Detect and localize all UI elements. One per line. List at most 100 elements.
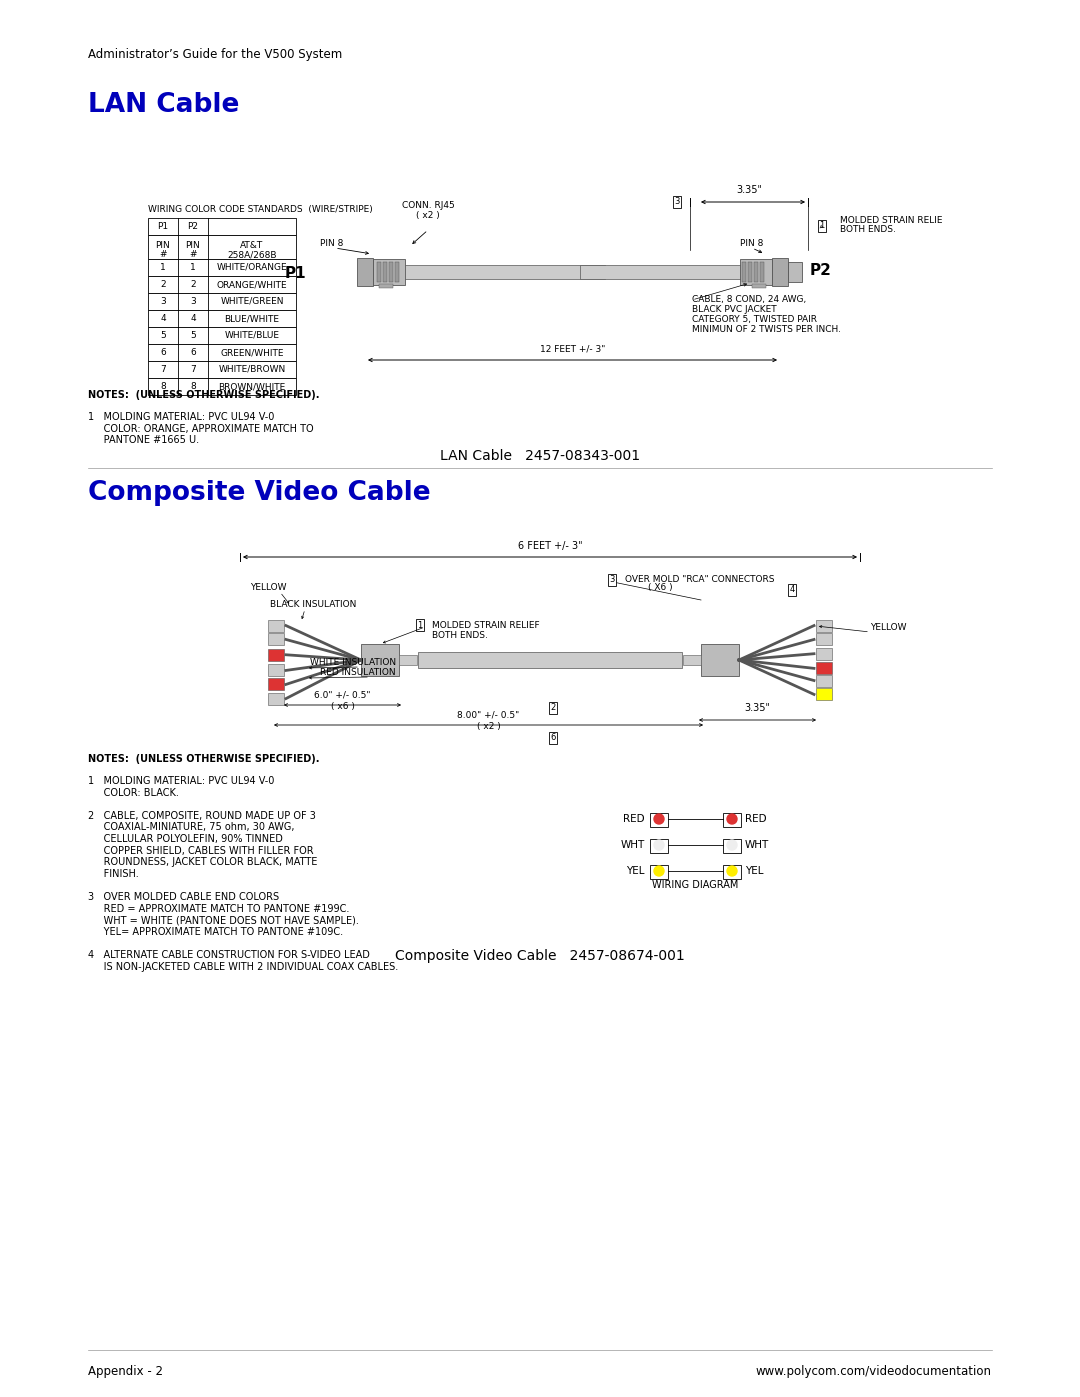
Bar — [148, 379, 296, 395]
Text: WHT: WHT — [621, 840, 645, 849]
Text: ( X6 ): ( X6 ) — [648, 583, 673, 592]
Bar — [418, 652, 681, 668]
Circle shape — [727, 840, 737, 849]
Text: Appendix - 2: Appendix - 2 — [87, 1365, 163, 1377]
Text: BLACK INSULATION: BLACK INSULATION — [270, 599, 356, 609]
Text: 2: 2 — [160, 279, 166, 289]
Bar — [268, 679, 284, 690]
Text: WHITE INSULATION: WHITE INSULATION — [310, 658, 396, 666]
Text: NOTES:  (UNLESS OTHERWISE SPECIFIED).: NOTES: (UNLESS OTHERWISE SPECIFIED). — [87, 754, 320, 764]
Text: WHITE/GREEN: WHITE/GREEN — [220, 298, 284, 306]
Text: WHITE/ORANGE: WHITE/ORANGE — [217, 263, 287, 272]
Text: 5: 5 — [190, 331, 195, 339]
Text: CONN. RJ45
( x2 ): CONN. RJ45 ( x2 ) — [402, 201, 455, 219]
Bar — [650, 865, 669, 879]
Bar — [395, 263, 399, 282]
Bar — [683, 655, 701, 665]
Bar — [148, 293, 296, 310]
Text: 4: 4 — [160, 314, 166, 323]
Bar — [383, 263, 387, 282]
Text: 4: 4 — [789, 585, 795, 595]
Text: MINIMUN OF 2 TWISTS PER INCH.: MINIMUN OF 2 TWISTS PER INCH. — [692, 326, 841, 334]
Bar — [148, 327, 296, 344]
Text: 6: 6 — [160, 348, 166, 358]
Bar — [723, 840, 741, 854]
Bar — [361, 644, 399, 676]
Text: 3.35": 3.35" — [735, 184, 762, 196]
Text: LAN Cable: LAN Cable — [87, 92, 240, 117]
Bar — [788, 263, 802, 282]
Bar — [389, 263, 393, 282]
Text: 1: 1 — [190, 263, 195, 272]
Text: GREEN/WHITE: GREEN/WHITE — [220, 348, 284, 358]
Text: MOLDED STRAIN RELIEF: MOLDED STRAIN RELIEF — [432, 620, 540, 630]
Bar — [357, 258, 373, 286]
Text: BLACK PVC JACKET: BLACK PVC JACKET — [692, 305, 777, 314]
Text: PIN 8: PIN 8 — [320, 239, 343, 249]
Text: RED: RED — [745, 814, 767, 824]
Text: 7: 7 — [160, 365, 166, 374]
Text: 5: 5 — [160, 331, 166, 339]
Text: P2: P2 — [188, 222, 199, 231]
Bar — [748, 263, 752, 282]
Bar — [148, 310, 296, 327]
Bar — [148, 360, 296, 379]
Text: ( x6 ): ( x6 ) — [330, 703, 354, 711]
Text: WIRING COLOR CODE STANDARDS  (WIRE/STRIPE): WIRING COLOR CODE STANDARDS (WIRE/STRIPE… — [148, 205, 373, 214]
Text: CABLE, 8 COND, 24 AWG,: CABLE, 8 COND, 24 AWG, — [692, 295, 807, 305]
Text: PIN
#: PIN # — [156, 240, 171, 260]
Text: NOTES:  (UNLESS OTHERWISE SPECIFIED).: NOTES: (UNLESS OTHERWISE SPECIFIED). — [87, 390, 320, 400]
Circle shape — [727, 814, 737, 824]
Text: YEL: YEL — [626, 866, 645, 876]
Bar — [580, 265, 780, 279]
Text: 1: 1 — [820, 222, 825, 231]
Bar — [379, 284, 393, 288]
Text: YEL: YEL — [745, 866, 764, 876]
Text: RED INSULATION: RED INSULATION — [320, 668, 395, 678]
Bar — [377, 263, 381, 282]
Text: 12 FEET +/- 3": 12 FEET +/- 3" — [540, 345, 605, 353]
Bar — [148, 277, 296, 293]
Text: 8: 8 — [160, 381, 166, 391]
Text: 8.00" +/- 0.5": 8.00" +/- 0.5" — [457, 710, 519, 719]
Bar — [650, 840, 669, 854]
Text: YELLOW: YELLOW — [870, 623, 906, 631]
Bar — [701, 644, 739, 676]
Text: ORANGE/WHITE: ORANGE/WHITE — [217, 279, 287, 289]
Text: 7: 7 — [190, 365, 195, 374]
Bar — [268, 633, 284, 645]
Bar — [268, 693, 284, 704]
Text: Administrator’s Guide for the V500 System: Administrator’s Guide for the V500 Syste… — [87, 47, 342, 61]
Text: CATEGORY 5, TWISTED PAIR: CATEGORY 5, TWISTED PAIR — [692, 314, 816, 324]
Text: 6 FEET +/- 3": 6 FEET +/- 3" — [517, 541, 582, 550]
Bar — [405, 265, 605, 279]
Bar — [268, 620, 284, 631]
Text: YELLOW: YELLOW — [249, 583, 286, 592]
Text: PIN
#: PIN # — [186, 240, 201, 260]
Bar — [148, 218, 296, 235]
Bar — [816, 689, 832, 700]
Text: PIN 8: PIN 8 — [740, 239, 764, 249]
Bar — [740, 258, 772, 285]
Text: www.polycom.com/videodocumentation: www.polycom.com/videodocumentation — [756, 1365, 993, 1377]
Bar — [754, 263, 758, 282]
Bar — [399, 655, 417, 665]
Text: 6: 6 — [190, 348, 195, 358]
Bar — [772, 258, 788, 286]
Text: RED: RED — [623, 814, 645, 824]
Text: 1: 1 — [160, 263, 166, 272]
Text: 6: 6 — [551, 733, 556, 742]
Text: 1   MOLDING MATERIAL: PVC UL94 V-0
     COLOR: ORANGE, APPROXIMATE MATCH TO
    : 1 MOLDING MATERIAL: PVC UL94 V-0 COLOR: … — [87, 412, 313, 446]
Bar — [373, 258, 405, 285]
Bar — [816, 662, 832, 675]
Text: LAN Cable   2457-08343-001: LAN Cable 2457-08343-001 — [440, 448, 640, 462]
Circle shape — [654, 840, 664, 849]
Text: BROWN/WHITE: BROWN/WHITE — [218, 381, 285, 391]
Text: BLUE/WHITE: BLUE/WHITE — [225, 314, 280, 323]
Text: 1: 1 — [417, 620, 422, 630]
Text: 3: 3 — [190, 298, 195, 306]
Text: 8: 8 — [190, 381, 195, 391]
Text: BOTH ENDS.: BOTH ENDS. — [432, 630, 488, 640]
Text: MOLDED STRAIN RELIE: MOLDED STRAIN RELIE — [840, 217, 943, 225]
Bar — [268, 648, 284, 661]
